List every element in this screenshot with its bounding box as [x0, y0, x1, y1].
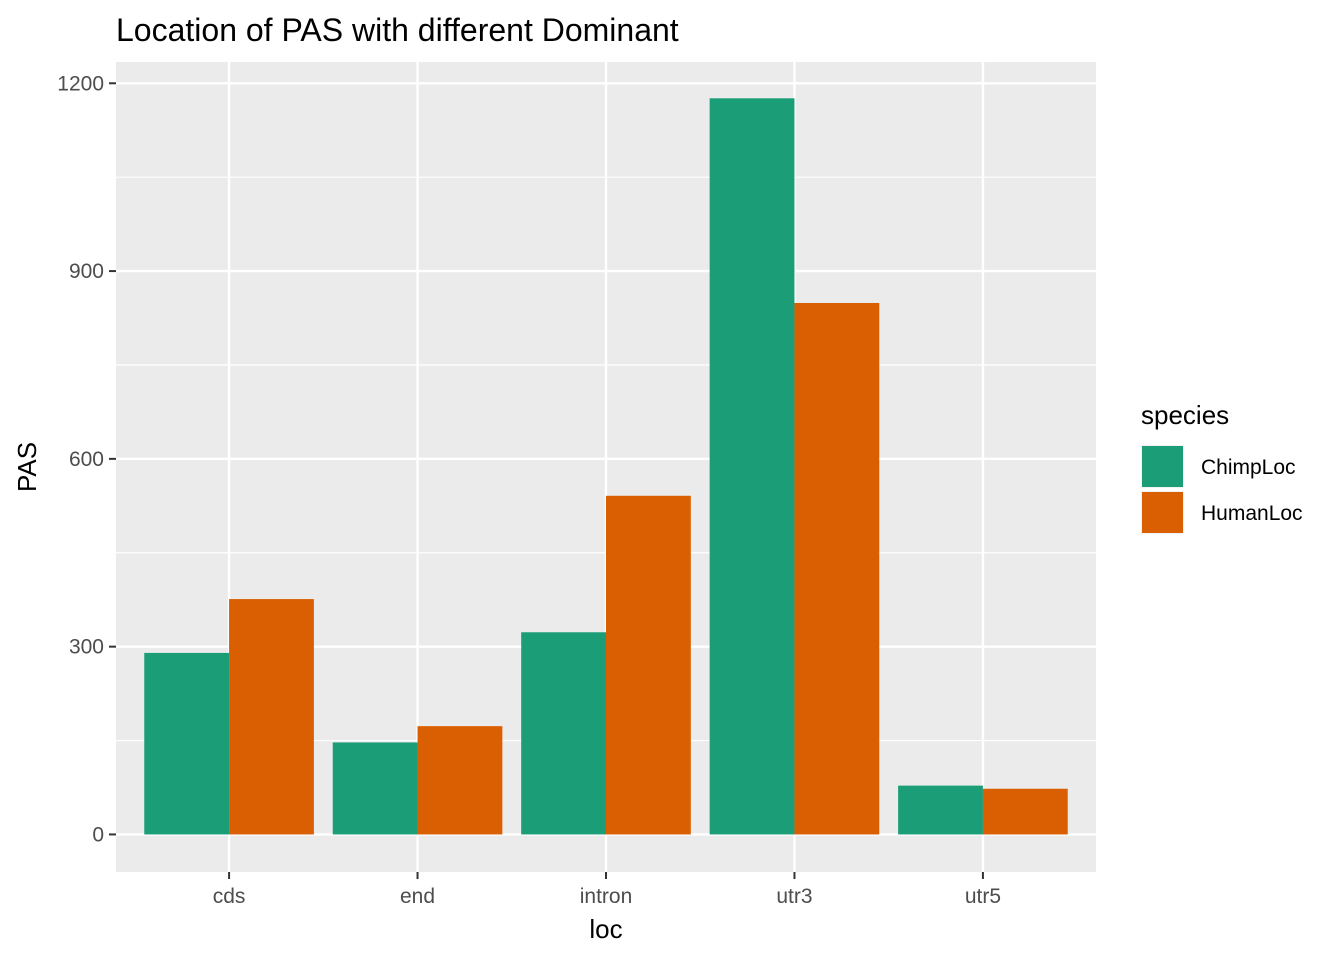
bar-end-ChimpLoc — [332, 742, 418, 835]
x-axis-title: loc — [589, 914, 622, 944]
legend-swatch-ChimpLoc — [1142, 446, 1183, 487]
y-tick-label: 0 — [92, 823, 104, 846]
x-tick-label: utr3 — [776, 885, 812, 908]
bar-utr5-HumanLoc — [982, 788, 1068, 835]
legend: species ChimpLoc HumanLoc — [1141, 400, 1303, 534]
x-tick-label: intron — [580, 885, 633, 908]
bar-utr5-ChimpLoc — [898, 785, 983, 835]
y-tick-label: 900 — [69, 260, 104, 283]
x-tick-label: end — [400, 885, 435, 908]
x-axis: cds end intron utr3 utr5 — [213, 872, 1001, 908]
y-tick-label: 1200 — [57, 72, 104, 95]
legend-title: species — [1141, 400, 1229, 430]
legend-label-HumanLoc: HumanLoc — [1201, 502, 1303, 525]
x-tick-label: cds — [213, 885, 246, 908]
bar-intron-ChimpLoc — [521, 632, 606, 835]
bar-end-HumanLoc — [417, 726, 503, 835]
bars — [144, 98, 1068, 835]
y-tick-label: 300 — [69, 636, 104, 659]
y-tick-label: 600 — [69, 448, 104, 471]
y-axis: 0 300 600 900 1200 — [57, 72, 116, 846]
legend-label-ChimpLoc: ChimpLoc — [1201, 456, 1296, 479]
legend-swatch-HumanLoc — [1142, 492, 1183, 533]
bar-utr3-ChimpLoc — [709, 98, 795, 835]
bar-cds-ChimpLoc — [144, 652, 230, 835]
bar-intron-HumanLoc — [606, 495, 691, 835]
y-axis-title: PAS — [12, 442, 42, 492]
x-tick-label: utr5 — [965, 885, 1001, 908]
bar-utr3-HumanLoc — [794, 302, 880, 835]
bar-cds-HumanLoc — [229, 599, 314, 835]
chart-title: Location of PAS with different Dominant — [116, 12, 679, 48]
